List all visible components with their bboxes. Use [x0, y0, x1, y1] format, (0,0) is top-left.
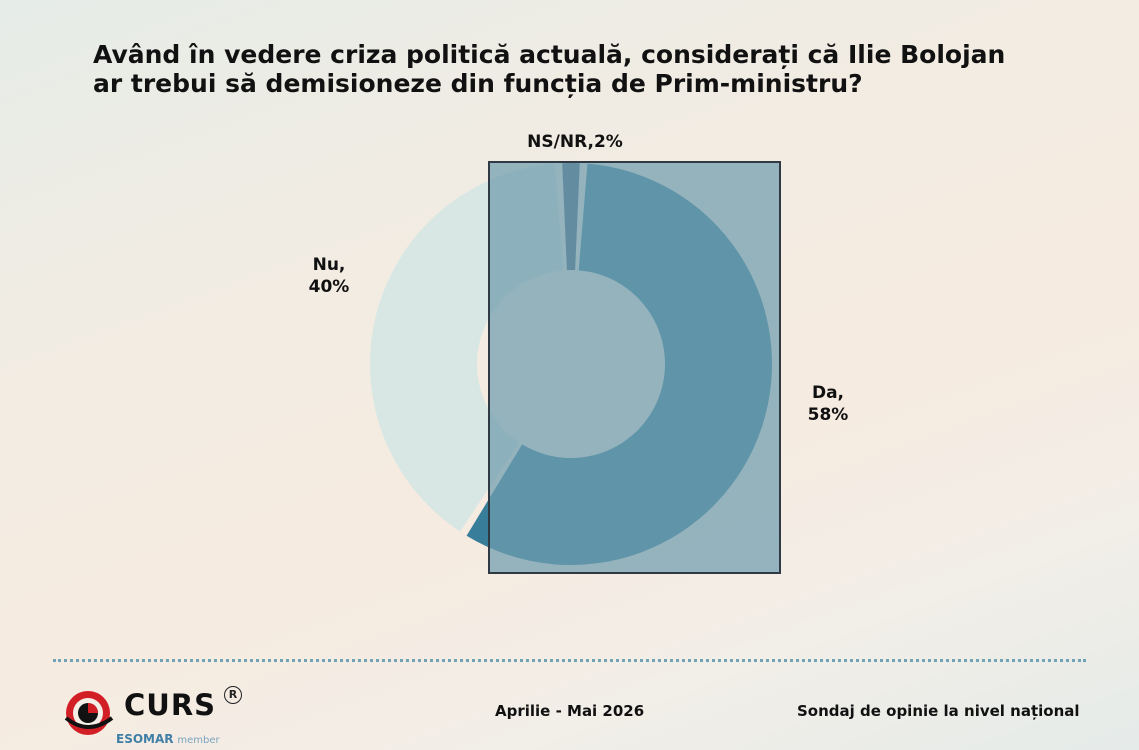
label-da: Da, 58% — [788, 382, 868, 426]
chart-title-line-1: Având în vedere criza politică actuală, … — [93, 40, 1006, 69]
label-da-value: 58% — [807, 405, 849, 425]
registered-mark: R — [224, 686, 242, 704]
esomar-member: ESOMAR member — [116, 732, 220, 746]
label-nsnr: NS/NR,2% — [527, 132, 623, 152]
label-nu-value: 40% — [308, 277, 350, 297]
logo-text: CURS — [124, 688, 217, 722]
footer-divider — [53, 659, 1086, 662]
chart-title-line-2: ar trebui să demisioneze din funcția de … — [93, 69, 863, 98]
esomar-text: ESOMAR — [116, 732, 174, 746]
label-da-name: Da, — [811, 383, 845, 403]
survey-period: Aprilie - Mai 2026 — [495, 702, 645, 720]
esomar-member-text: member — [177, 735, 220, 746]
label-nu: Nu, 40% — [289, 254, 369, 298]
label-nu-name: Nu, — [312, 255, 346, 275]
survey-description: Sondaj de opinie la nivel național — [797, 702, 1080, 720]
highlight-box — [488, 161, 781, 574]
curs-logo-icon — [64, 691, 114, 735]
chart-title: Având în vedere criza politică actuală, … — [93, 40, 1083, 98]
